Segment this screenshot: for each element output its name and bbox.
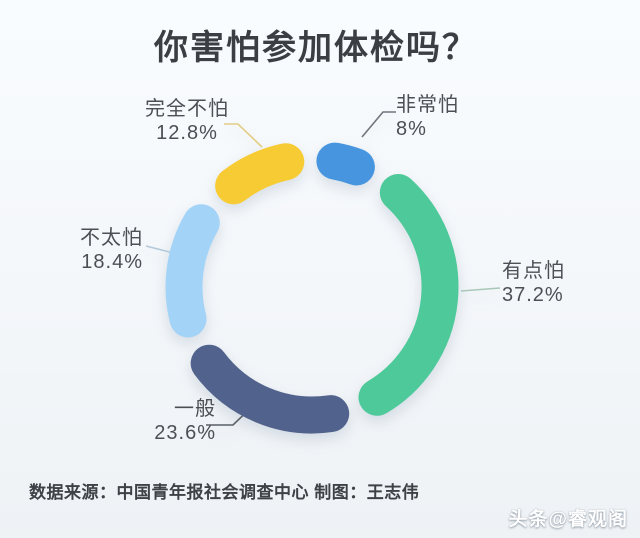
callout-label: 完全不怕: [145, 98, 229, 120]
donut-segment-1: [358, 173, 459, 416]
callout-label: 有点怕: [502, 260, 565, 282]
callout-value: 18.4%: [81, 251, 143, 273]
callout-value: 23.6%: [154, 422, 216, 444]
callout-not-very-afraid: 不太怕 18.4%: [40, 226, 143, 274]
callout-neutral: 一般 23.6%: [118, 397, 216, 445]
leader-line-0: [361, 111, 396, 138]
callout-value: 8%: [396, 118, 427, 140]
source-note: 数据来源：中国青年报社会调查中心 制图：王志伟: [29, 483, 420, 502]
callout-not-afraid-at-all: 完全不怕 12.8%: [128, 97, 246, 145]
chart-title: 你害怕参加体检吗？: [154, 29, 478, 67]
callout-value: 37.2%: [502, 284, 564, 306]
donut-segment-3: [165, 204, 220, 338]
callout-very-afraid: 非常怕 8%: [396, 93, 459, 141]
leader-line-1: [460, 287, 501, 292]
callout-label: 一般: [174, 398, 216, 420]
leader-line-4: [224, 123, 263, 148]
callout-label: 非常怕: [396, 94, 459, 116]
callout-label: 不太怕: [80, 227, 143, 249]
watermark: 头条@睿观阁: [508, 509, 628, 530]
callout-value: 12.8%: [156, 122, 218, 144]
donut-segment-0: [316, 142, 375, 186]
donut-segment-4: [215, 143, 305, 205]
donut-segment-2: [190, 344, 350, 434]
callout-somewhat-afraid: 有点怕 37.2%: [502, 259, 565, 307]
